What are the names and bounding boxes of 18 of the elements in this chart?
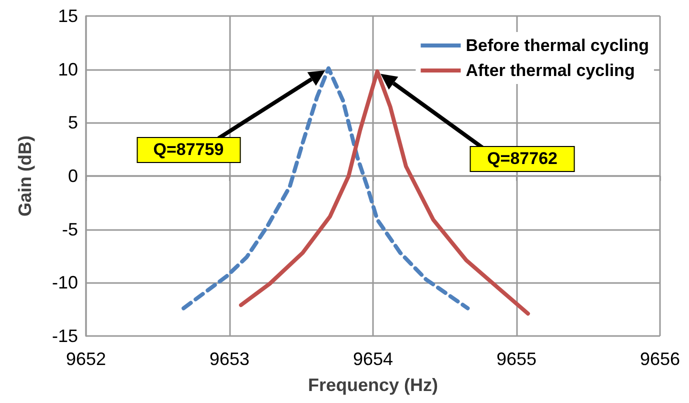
y-axis-title: Gain (dB) <box>15 136 35 216</box>
legend-label: After thermal cycling <box>466 61 635 80</box>
annotation: Q=87762 <box>470 146 575 172</box>
x-tick-label: 9652 <box>66 349 106 369</box>
y-tick-label: 5 <box>68 112 78 133</box>
x-tick-label: 9655 <box>496 349 537 369</box>
x-tick-label: 9654 <box>352 349 394 369</box>
legend-label: Before thermal cycling <box>466 36 649 55</box>
x-tick-label: 9656 <box>640 349 680 369</box>
x-tick-label: 9653 <box>209 349 250 369</box>
y-tick-label: -10 <box>52 272 78 293</box>
y-tick-label: 10 <box>58 59 78 80</box>
x-axis-title: Frequency (Hz) <box>308 375 438 395</box>
y-tick-label: 15 <box>58 6 78 26</box>
y-tick-label: -5 <box>62 219 78 240</box>
y-tick-label: 0 <box>68 166 78 186</box>
annotation: Q=87759 <box>136 137 241 164</box>
y-tick-label: -15 <box>52 326 78 346</box>
